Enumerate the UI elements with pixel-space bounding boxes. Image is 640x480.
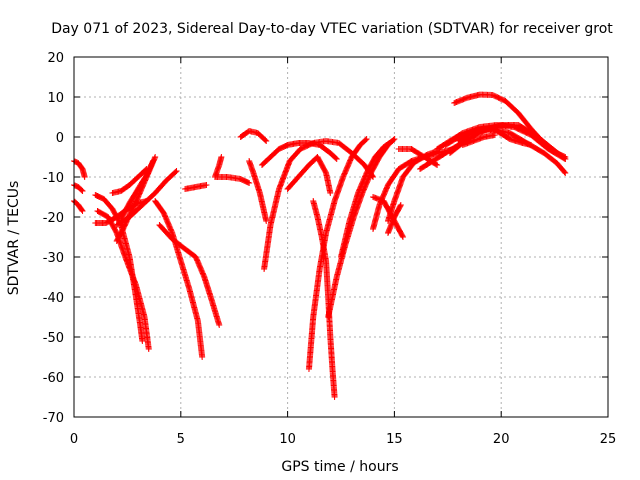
series-arc-11 <box>152 198 206 360</box>
x-tick-label: 10 <box>279 432 296 447</box>
y-tick-label: -70 <box>43 411 64 426</box>
data-point <box>399 232 406 239</box>
series-arc-19 <box>261 138 377 272</box>
data-point <box>152 154 159 160</box>
data-point <box>528 142 535 148</box>
series-arc-13 <box>182 182 210 192</box>
data-point <box>561 169 568 176</box>
series-arc-35 <box>455 126 535 148</box>
series-arc-05 <box>94 208 152 352</box>
y-tick-label: -10 <box>43 171 64 186</box>
data-point <box>143 166 150 172</box>
data-point <box>331 394 338 400</box>
data-point <box>332 155 339 162</box>
data-point <box>172 168 179 175</box>
series-arc-08 <box>117 158 157 222</box>
data-point <box>562 170 569 176</box>
y-tick-label: -50 <box>43 331 64 346</box>
data-point <box>562 154 569 160</box>
data-point <box>397 202 404 208</box>
series-arc-37 <box>459 132 498 148</box>
series-arc-20 <box>284 154 334 196</box>
data-point <box>333 156 340 162</box>
data-point <box>363 136 370 142</box>
y-tick-label: 0 <box>56 131 64 146</box>
series-arc-28 <box>384 202 404 236</box>
series-arc-24 <box>338 138 396 260</box>
series-arc-21 <box>305 136 370 372</box>
data-point <box>397 203 404 210</box>
data-point <box>150 158 157 164</box>
y-tick-label: -40 <box>43 291 64 306</box>
data-point <box>262 137 269 144</box>
data-series <box>71 91 569 400</box>
data-point <box>362 136 369 143</box>
x-tick-label: 5 <box>177 432 185 447</box>
x-tick-label: 15 <box>386 432 403 447</box>
data-point <box>434 162 441 168</box>
chart-title: Day 071 of 2023, Sidereal Day-to-day VTE… <box>51 21 613 37</box>
series-arc-09 <box>113 168 180 228</box>
data-point <box>79 188 86 194</box>
y-tick-label: 20 <box>47 51 64 66</box>
data-point <box>142 166 149 173</box>
x-axis-label: GPS time / hours <box>281 459 398 475</box>
grid <box>74 57 608 417</box>
series-arc-16 <box>237 128 270 144</box>
y-tick-label: -60 <box>43 371 64 386</box>
data-point <box>79 208 86 214</box>
data-point <box>246 180 253 186</box>
x-tick-label: 20 <box>493 432 510 447</box>
series-arc-15 <box>211 154 225 180</box>
data-point <box>145 346 152 352</box>
series-arc-12 <box>156 222 223 328</box>
plot-frame <box>73 56 609 418</box>
data-point <box>203 182 210 188</box>
series-arc-36 <box>451 91 569 160</box>
data-point <box>139 338 146 344</box>
y-tick-label: -30 <box>43 251 64 266</box>
data-point <box>173 168 180 174</box>
data-point <box>388 138 395 145</box>
series-arc-10 <box>109 166 150 196</box>
data-point <box>433 161 440 168</box>
y-tick-label: -20 <box>43 211 64 226</box>
data-point <box>263 218 270 224</box>
data-point <box>199 354 206 360</box>
x-tick-label: 0 <box>70 432 78 447</box>
data-point <box>389 138 396 144</box>
data-point <box>78 187 85 194</box>
data-point <box>399 234 406 240</box>
data-point <box>216 322 223 328</box>
x-tick-label: 25 <box>600 432 617 447</box>
y-axis-label: SDTVAR / TECUs <box>6 181 22 296</box>
data-point <box>78 207 85 213</box>
data-point <box>218 154 225 160</box>
series-arc-03 <box>71 198 86 214</box>
data-point <box>81 174 88 180</box>
data-point <box>149 159 156 166</box>
y-tick-label: 10 <box>47 91 64 106</box>
axis-ticks: 0 5 10 15 20 25 20 10 0 -10 -20 -30 -40 -50 -60 -70 <box>43 51 617 447</box>
series-arc-02 <box>71 182 86 194</box>
data-point <box>327 190 334 196</box>
series-arc-17 <box>246 158 270 224</box>
data-point <box>491 132 498 138</box>
data-point <box>263 138 270 144</box>
